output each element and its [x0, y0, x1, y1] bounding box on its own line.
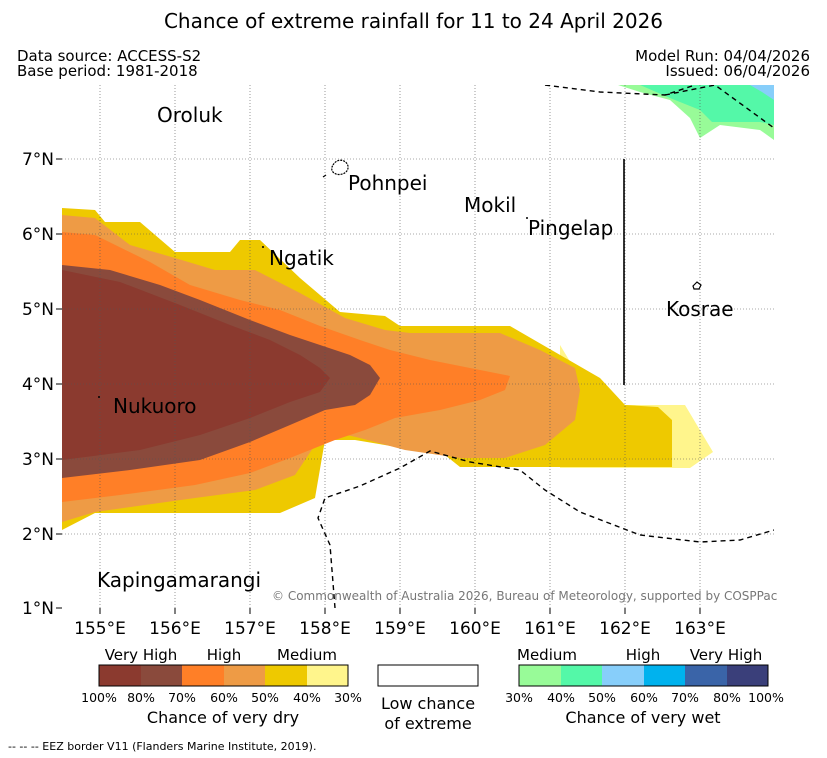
map-gridlines: [62, 85, 774, 608]
wet-tick-label: 40%: [547, 690, 575, 705]
wet-category-label: Medium: [517, 646, 577, 664]
dry-tick-label: 70%: [168, 690, 196, 705]
dry-swatch: [307, 665, 348, 686]
dry-swatch: [224, 665, 265, 686]
low-chance-legend: Low chance of extreme: [377, 664, 479, 733]
lat-label: 6°N: [22, 225, 54, 245]
lon-label: 158°E: [299, 619, 351, 639]
wet-tick-label: 60%: [630, 690, 658, 705]
place-label-kosrae: Kosrae: [666, 297, 734, 321]
lon-label: 161°E: [524, 619, 576, 639]
wet-tick-label: 70%: [671, 690, 699, 705]
axis-ticks: [56, 158, 701, 614]
nukuoro-atoll: [98, 396, 100, 398]
ngatik-atoll: [262, 246, 264, 248]
dry-tick-label: 40%: [293, 690, 321, 705]
data-source-text: Data source: ACCESS-S2: [17, 47, 202, 65]
eez-footnote: -- -- -- EEZ border V11 (Flanders Marine…: [8, 740, 316, 753]
dry-very-high-region: [62, 270, 330, 460]
place-label-mokil: Mokil: [464, 193, 516, 217]
lon-label: 157°E: [224, 619, 276, 639]
lat-label: 5°N: [22, 300, 54, 320]
dry-swatch: [265, 665, 307, 686]
wet-swatch: [602, 665, 644, 686]
dry-tick-label: 80%: [127, 690, 155, 705]
wet-tick-label: 80%: [713, 690, 741, 705]
model-run-text: Model Run: 04/04/2026: [635, 47, 810, 65]
low-chance-line1: Low chance: [381, 694, 475, 713]
place-label-nukuoro: Nukuoro: [113, 394, 197, 418]
dry-tick-label: 60%: [210, 690, 238, 705]
dry-swatch: [182, 665, 224, 686]
dry-category-label: High: [207, 646, 241, 664]
wet-swatch: [727, 665, 768, 686]
place-label-pohnpei: Pohnpei: [348, 171, 428, 195]
place-label-kapingamarangi: Kapingamarangi: [97, 568, 261, 592]
issued-text: Issued: 06/04/2026: [665, 62, 810, 80]
lat-label: 3°N: [22, 450, 54, 470]
place-label-ngatik: Ngatik: [269, 246, 334, 270]
lat-label: 7°N: [22, 150, 54, 170]
wet-medium-high-region: [640, 85, 774, 125]
dry-legend: Very High High Medium 100% 80% 70% 60% 5…: [81, 646, 362, 727]
base-period-text: Base period: 1981-2018: [17, 62, 198, 80]
copyright-text: © Commonwealth of Australia 2026, Bureau…: [272, 589, 777, 603]
wet-category-label: High: [626, 646, 660, 664]
lon-label: 159°E: [374, 619, 426, 639]
dry-swatch: [99, 665, 141, 686]
ant-atoll: [322, 174, 327, 178]
lon-label: 162°E: [599, 619, 651, 639]
dry-tick-label: 50%: [251, 690, 279, 705]
wet-swatch: [519, 665, 561, 686]
wet-swatch: [561, 665, 602, 686]
map-title: Chance of extreme rainfall for 11 to 24 …: [163, 9, 664, 33]
low-chance-swatch: [377, 664, 479, 687]
wet-tick-label: 100%: [748, 690, 784, 705]
dry-legend-title: Chance of very dry: [147, 708, 299, 727]
eez-borders: [317, 85, 774, 608]
wet-high-region: [750, 85, 774, 100]
lat-label: 2°N: [22, 525, 54, 545]
place-label-pingelap: Pingelap: [528, 216, 613, 240]
low-chance-line2: of extreme: [384, 714, 471, 733]
dry-tick-label: 100%: [81, 690, 117, 705]
lon-label: 163°E: [674, 619, 726, 639]
wet-swatch: [685, 665, 727, 686]
lon-label: 156°E: [149, 619, 201, 639]
dry-category-label: Very High: [105, 646, 178, 664]
dry-category-label: Medium: [277, 646, 337, 664]
lat-label: 4°N: [22, 375, 54, 395]
wet-swatch: [644, 665, 685, 686]
pohnpei-island: [331, 159, 349, 176]
place-label-oroluk: Oroluk: [157, 103, 223, 127]
wet-category-label: Very High: [690, 646, 763, 664]
wet-legend: Medium High Very High 30% 40% 50% 60% 70…: [505, 646, 784, 727]
kosrae-island: [692, 281, 702, 290]
wet-legend-title: Chance of very wet: [565, 708, 720, 727]
lat-label: 1°N: [22, 599, 54, 619]
wet-tick-label: 30%: [505, 690, 533, 705]
wet-tick-label: 50%: [588, 690, 616, 705]
lon-label: 155°E: [74, 619, 126, 639]
lon-label: 160°E: [449, 619, 501, 639]
dry-swatch: [141, 665, 182, 686]
pingelap-atoll: [526, 217, 528, 219]
dry-tick-label: 30%: [334, 690, 362, 705]
